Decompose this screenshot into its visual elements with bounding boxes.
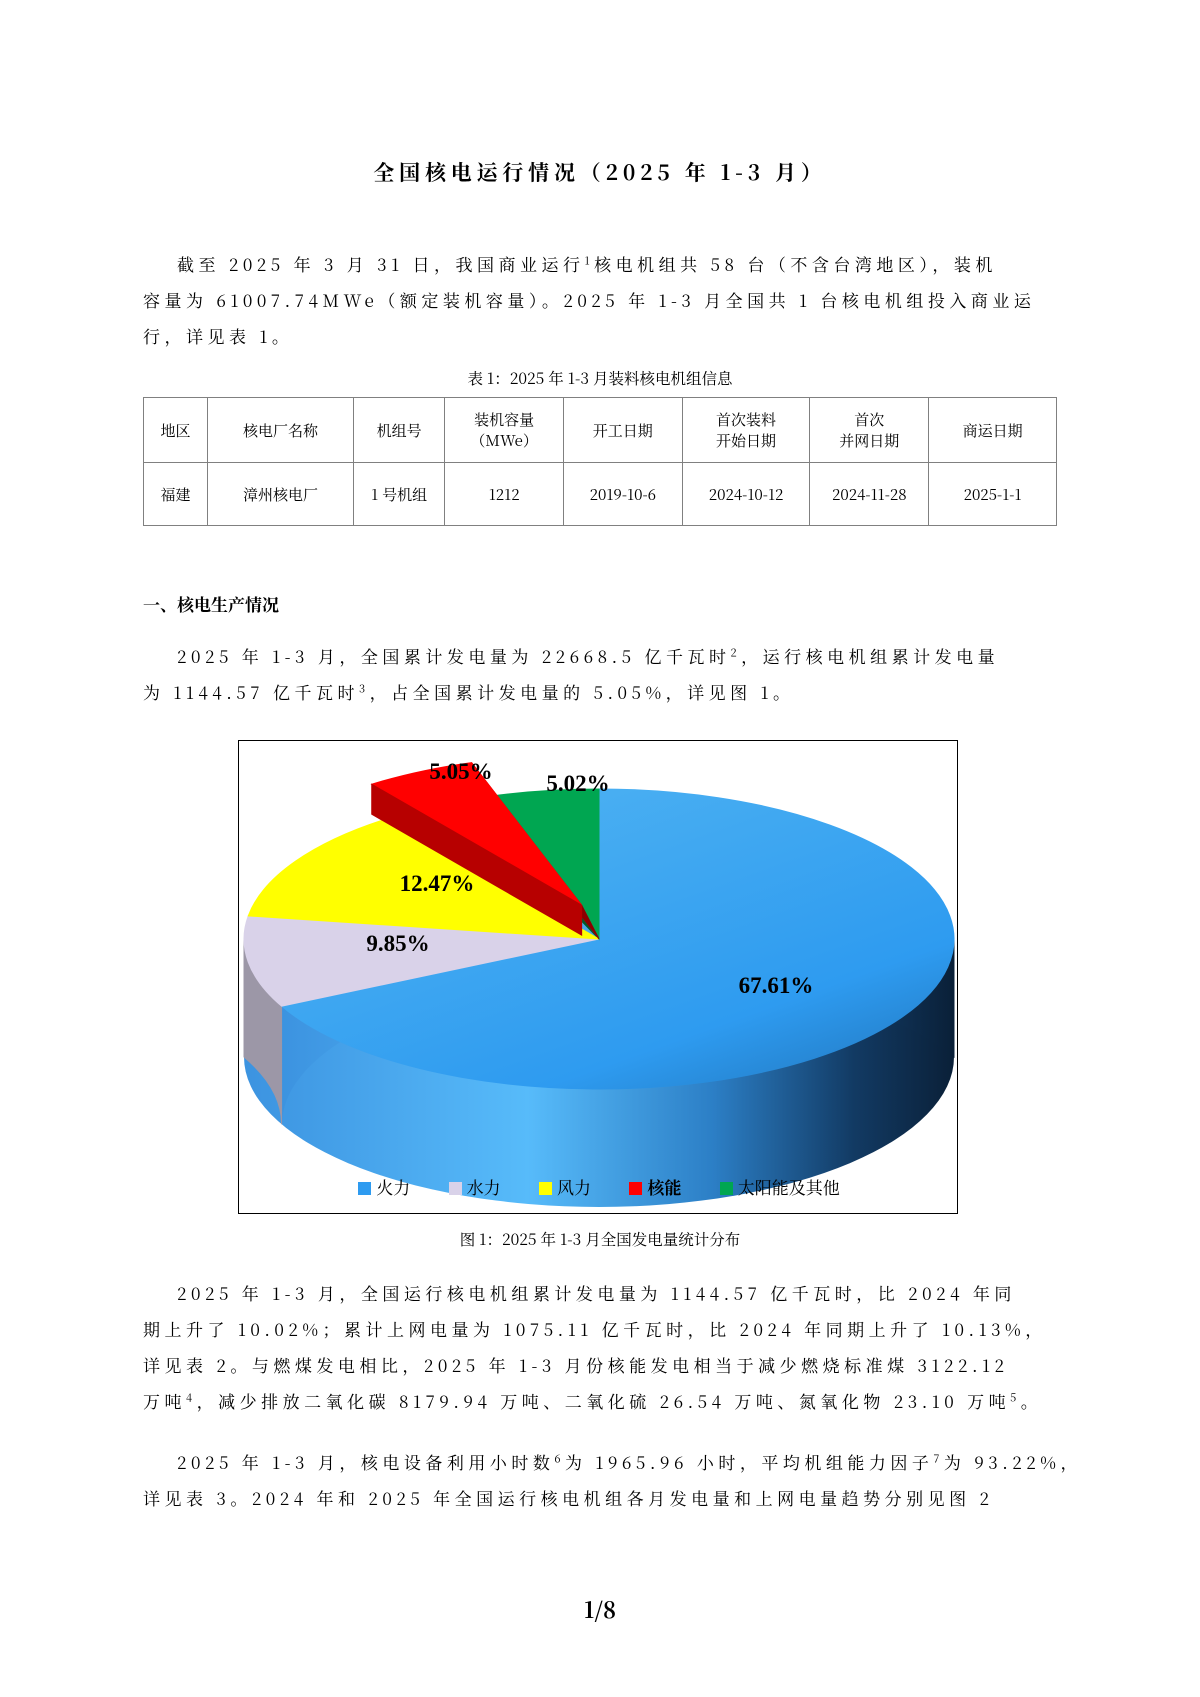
svg-text:9.85%: 9.85%: [366, 931, 429, 956]
svg-text:67.61%: 67.61%: [739, 973, 814, 998]
svg-text:12.47%: 12.47%: [400, 871, 475, 896]
svg-text:5.02%: 5.02%: [546, 771, 609, 796]
svg-text:5.05%: 5.05%: [429, 759, 492, 784]
